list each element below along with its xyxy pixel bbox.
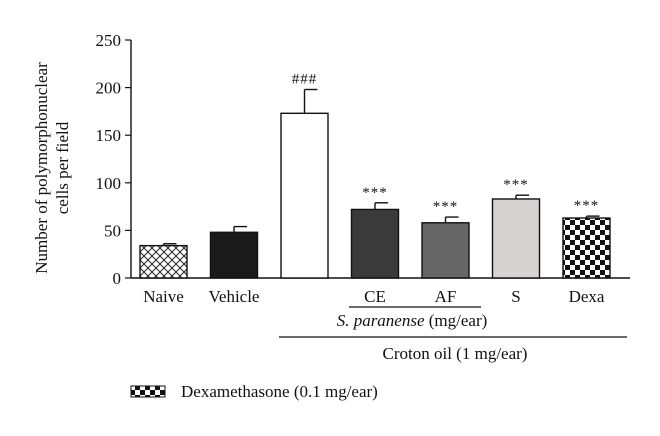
y-tick-label: 50: [104, 221, 121, 240]
significance-label: ###: [292, 72, 318, 88]
y-ticks: 0 50 100 150 200 250: [96, 31, 131, 288]
bar: [280, 112, 329, 279]
x-tick-label: CE: [364, 287, 386, 306]
significance-label: ***: [362, 185, 388, 201]
y-axis-label-line-1: Number of polymorphonuclear: [32, 62, 51, 274]
legend-swatch: [130, 385, 166, 398]
bar: [209, 231, 259, 279]
x-tick-label: Naive: [143, 287, 184, 306]
significance-label: ***: [433, 199, 459, 215]
legend-label: Dexamethasone (0.1 mg/ear): [181, 382, 378, 401]
croton-label: Croton oil (1 mg/ear): [383, 344, 528, 363]
bar: [139, 244, 188, 279]
bar: [562, 217, 611, 279]
y-tick-label: 150: [96, 126, 122, 145]
y-axis-label: Number of polymorphonuclear cells per fi…: [32, 62, 72, 274]
paranense-unit: (mg/ear): [429, 311, 488, 330]
bar: [350, 208, 400, 279]
y-axis-label-line-2: cells per field: [53, 121, 72, 214]
bar: [491, 198, 541, 279]
y-tick-label: 250: [96, 31, 122, 50]
y-tick-label: 0: [113, 269, 122, 288]
bars: ### *** *** *** ***: [139, 72, 611, 279]
bar: [421, 222, 470, 279]
group-annotations: S. paranense (mg/ear) Croton oil (1 mg/e…: [279, 306, 627, 363]
significance-label: ***: [503, 177, 529, 193]
y-tick-label: 200: [96, 79, 122, 98]
paranense-label: S. paranense (mg/ear): [337, 311, 488, 330]
x-tick-label: S: [511, 287, 520, 306]
x-tick-label: Vehicle: [209, 287, 260, 306]
legend: Dexamethasone (0.1 mg/ear): [130, 382, 378, 401]
significance-label: ***: [574, 198, 600, 214]
x-tick-label: Dexa: [569, 287, 605, 306]
y-tick-label: 100: [96, 174, 122, 193]
x-tick-labels: Naive Vehicle CE AF S Dexa: [143, 287, 605, 306]
paranense-species: S. paranense: [337, 311, 425, 330]
x-tick-label: AF: [435, 287, 457, 306]
